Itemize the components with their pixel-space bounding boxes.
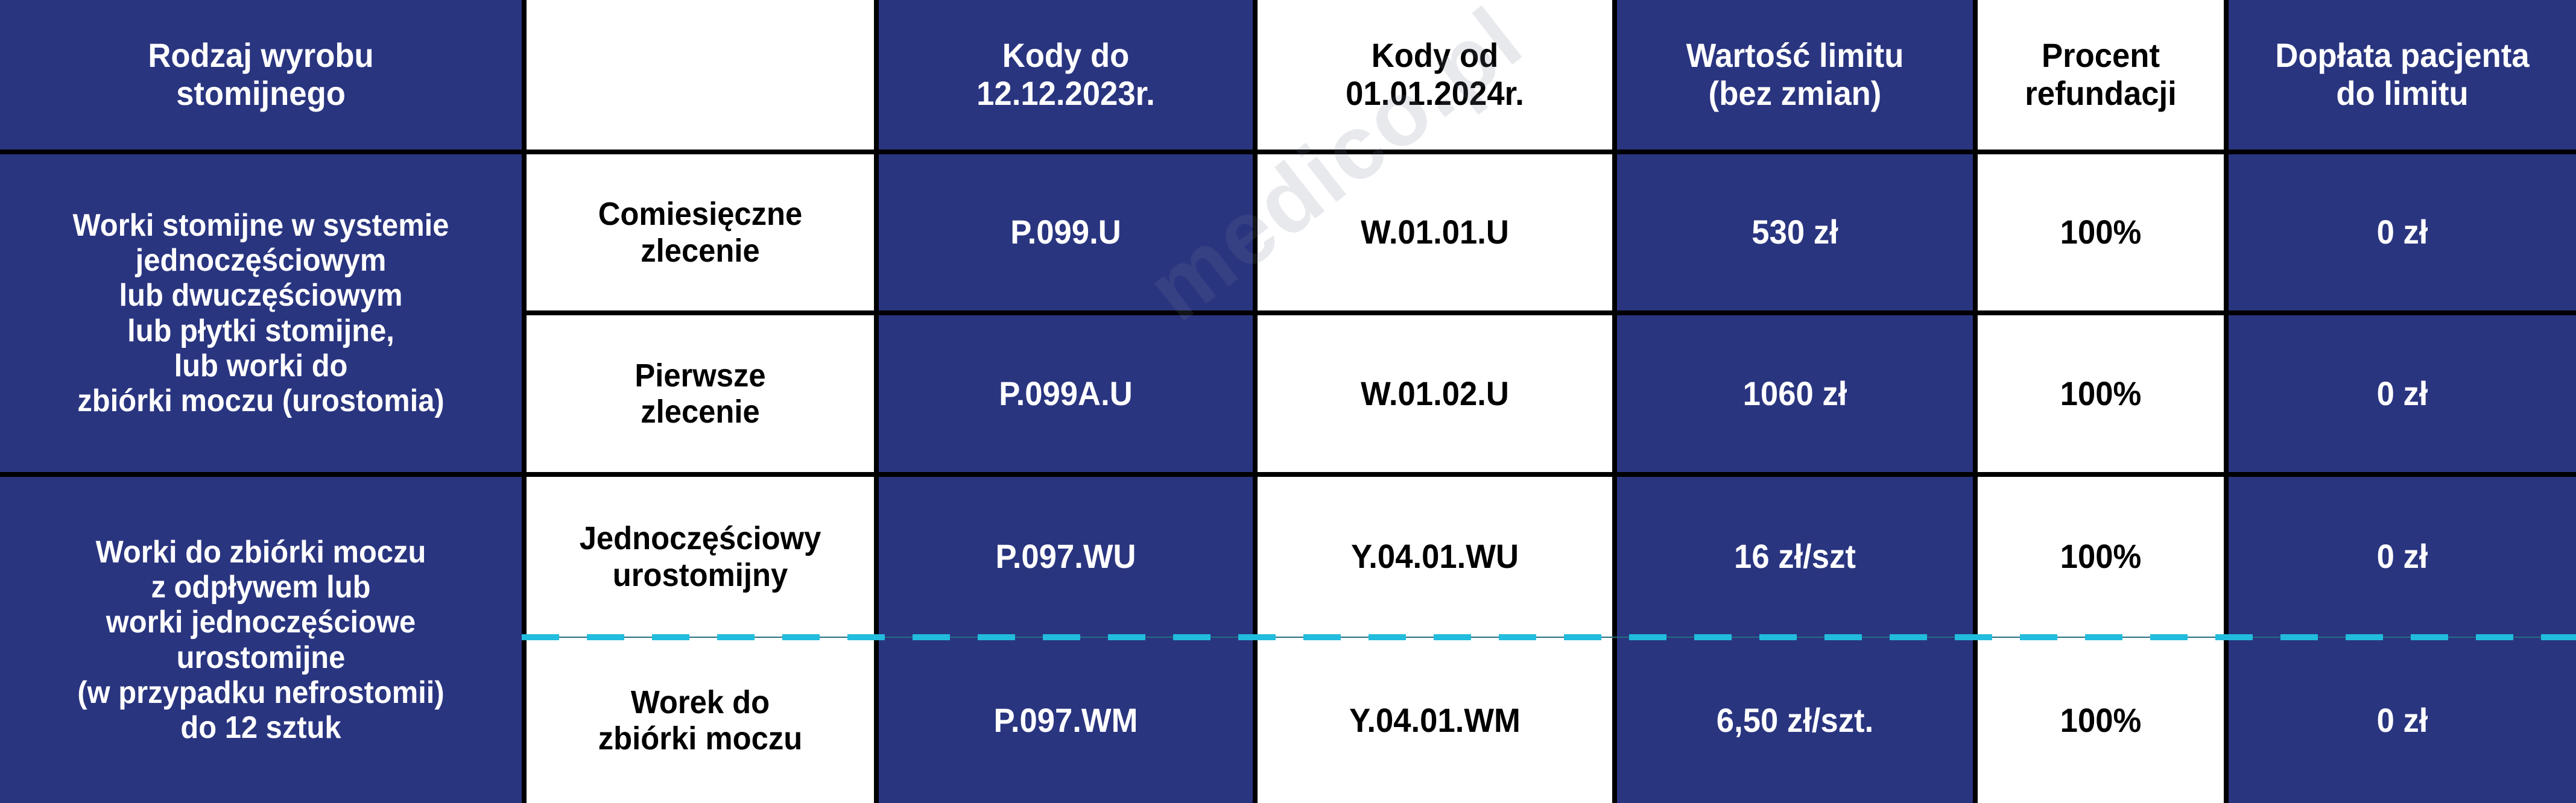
cell-old-code-g1r2: P.099A.U [879, 315, 1253, 472]
cell-limit-g1r2: 1060 zł [1617, 315, 1973, 472]
header-cell-refund-percent: Procent refundacji [1978, 0, 2224, 150]
cell-copay-g1r1: 0 zł [2229, 154, 2576, 310]
header-cell-product-type: Rodzaj wyrobu stomijnego [0, 0, 522, 150]
cell-old-code-g2r2: P.097.WM [879, 638, 1253, 803]
cell-refund-g1r2: 100% [1978, 315, 2224, 472]
cell-refund-g1r1: 100% [1978, 154, 2224, 310]
header-cell-old-codes: Kody do 12.12.2023r. [879, 0, 1253, 150]
header-cell-limit-value: Wartość limitu (bez zmian) [1617, 0, 1973, 150]
cell-limit-g1r1: 530 zł [1617, 154, 1973, 310]
cell-copay-g2r1: 0 zł [2229, 477, 2576, 637]
header-cell-new-codes: Kody od 01.01.2024r. [1258, 0, 1612, 150]
cell-old-code-g2r1: P.097.WU [879, 477, 1253, 637]
header-cell-patient-copay: Dopłata pacjenta do limitu [2229, 0, 2576, 150]
cell-new-code-g2r1: Y.04.01.WU [1258, 477, 1612, 637]
group-description-1: Worki stomijne w systemie jednoczęściowy… [0, 154, 522, 472]
cell-subtype-g2r1: Jednoczęściowy urostomijny [527, 477, 874, 637]
cell-limit-g2r1: 16 zł/szt [1617, 477, 1973, 637]
header-cell-subtype [527, 0, 874, 150]
group-description-2: Worki do zbiórki moczu z odpływem lub wo… [0, 477, 522, 803]
cell-refund-g2r1: 100% [1978, 477, 2224, 637]
cell-new-code-g1r2: W.01.02.U [1258, 315, 1612, 472]
cell-limit-g2r2: 6,50 zł/szt. [1617, 638, 1973, 803]
cell-subtype-g1r1: Comiesięczne zlecenie [527, 154, 874, 310]
cell-subtype-g2r2: Worek do zbiórki moczu [527, 638, 874, 803]
cell-new-code-g2r2: Y.04.01.WM [1258, 638, 1612, 803]
cell-copay-g2r2: 0 zł [2229, 638, 2576, 803]
cell-subtype-g1r2: Pierwsze zlecenie [527, 315, 874, 472]
cell-refund-g2r2: 100% [1978, 638, 2224, 803]
cell-old-code-g1r1: P.099.U [879, 154, 1253, 310]
cell-copay-g1r2: 0 zł [2229, 315, 2576, 472]
cell-new-code-g1r1: W.01.01.U [1258, 154, 1612, 310]
